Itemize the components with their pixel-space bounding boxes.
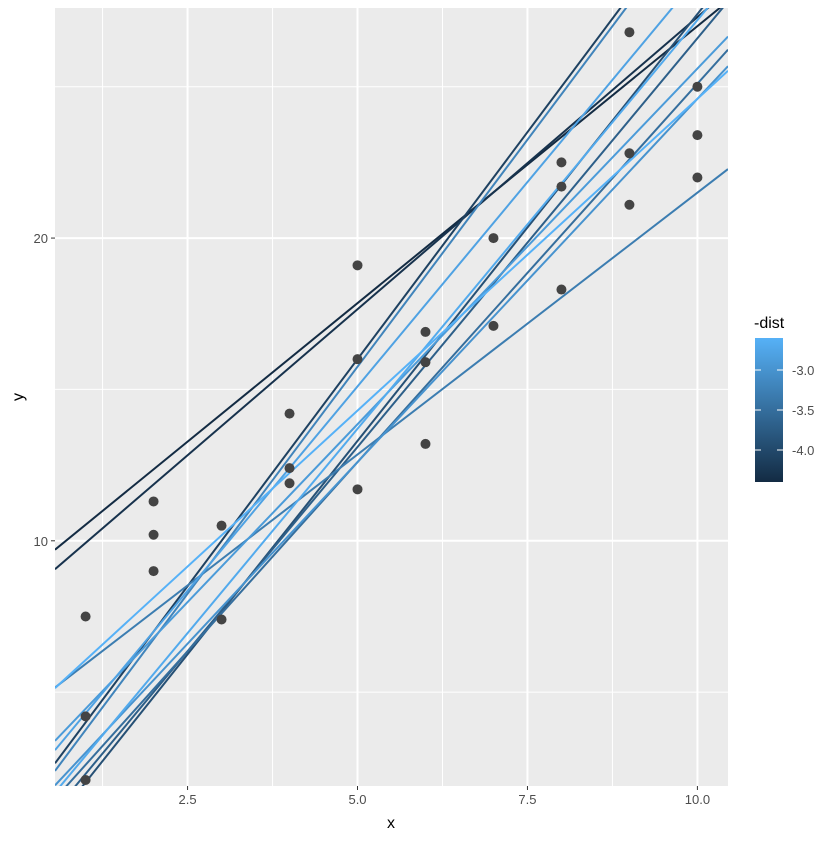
data-point bbox=[216, 520, 227, 531]
data-point bbox=[420, 326, 431, 337]
data-point bbox=[352, 484, 363, 495]
fitted-line bbox=[81, 8, 704, 786]
data-point bbox=[624, 199, 635, 210]
data-point bbox=[692, 81, 703, 92]
fitted-line bbox=[74, 8, 724, 786]
data-point bbox=[692, 130, 703, 141]
fitted-line bbox=[55, 168, 728, 689]
data-point bbox=[284, 408, 295, 419]
data-point bbox=[148, 496, 159, 507]
data-point bbox=[692, 172, 703, 183]
x-tick-label: 10.0 bbox=[685, 792, 710, 807]
fitted-lines bbox=[55, 8, 728, 786]
data-points bbox=[80, 27, 703, 785]
y-tick-label: 10 bbox=[34, 534, 48, 549]
x-tick-label: 2.5 bbox=[179, 792, 197, 807]
data-point bbox=[284, 478, 295, 489]
fitted-line bbox=[55, 70, 728, 689]
legend-title: -dist bbox=[754, 315, 785, 332]
legend-tick-label: -4.0 bbox=[792, 443, 814, 458]
data-point bbox=[420, 438, 431, 449]
data-point bbox=[148, 529, 159, 540]
fitted-line bbox=[55, 8, 722, 551]
fitted-line bbox=[59, 8, 709, 786]
fitted-line bbox=[55, 8, 710, 570]
legend-tick-label: -3.5 bbox=[792, 403, 814, 418]
data-point bbox=[556, 157, 567, 168]
data-point bbox=[216, 614, 227, 625]
data-point bbox=[284, 463, 295, 474]
data-point bbox=[488, 320, 499, 331]
fitted-line bbox=[55, 8, 628, 772]
data-point bbox=[148, 566, 159, 577]
data-point bbox=[624, 27, 635, 38]
x-tick-label: 5.0 bbox=[348, 792, 366, 807]
fitted-line bbox=[55, 8, 674, 751]
data-point bbox=[420, 357, 431, 368]
axes: 2.5 5.0 7.5 10.0 10 20 bbox=[34, 231, 711, 807]
fitted-line bbox=[55, 8, 622, 764]
x-tick-label: 7.5 bbox=[518, 792, 536, 807]
data-point bbox=[556, 284, 567, 295]
y-tick-label: 20 bbox=[34, 231, 48, 246]
x-axis-title: x bbox=[387, 815, 395, 832]
data-point bbox=[80, 711, 91, 722]
legend: -dist -3.0 -3.5 -4.0 bbox=[754, 315, 814, 482]
data-point bbox=[624, 148, 635, 159]
data-point bbox=[488, 233, 499, 244]
data-point bbox=[352, 354, 363, 365]
data-point bbox=[556, 181, 567, 192]
legend-ticks: -3.0 -3.5 -4.0 bbox=[755, 363, 814, 458]
data-point bbox=[352, 260, 363, 271]
data-point bbox=[80, 611, 91, 622]
y-axis-title: y bbox=[10, 393, 27, 401]
data-point bbox=[80, 774, 91, 785]
legend-tick-label: -3.0 bbox=[792, 363, 814, 378]
gridlines bbox=[55, 8, 728, 786]
fitted-line bbox=[55, 65, 728, 786]
